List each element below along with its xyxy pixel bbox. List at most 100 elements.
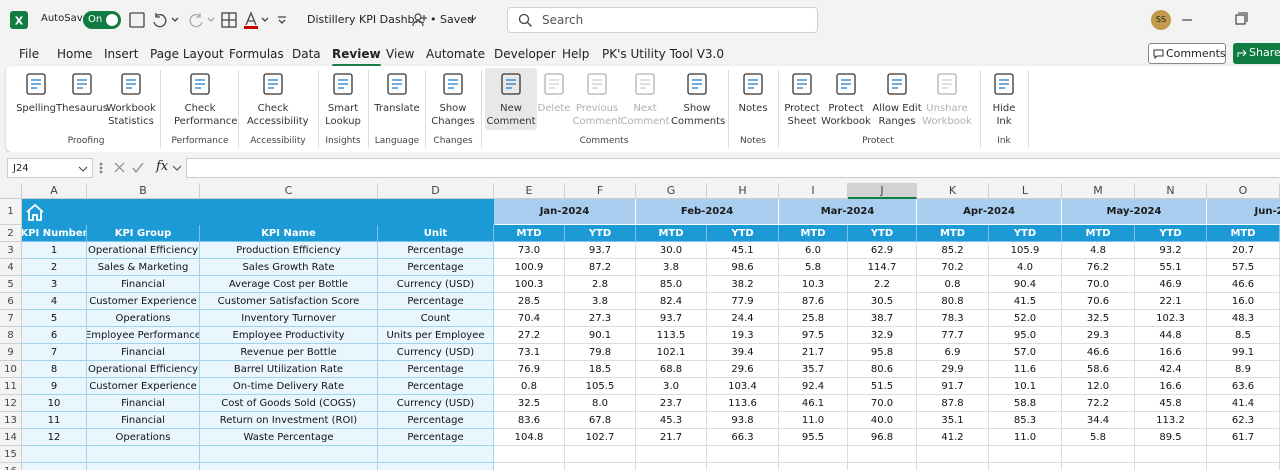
cell[interactable]: 32.9 [848, 327, 917, 344]
cell[interactable]: Percentage [378, 293, 494, 310]
cell[interactable]: 77.9 [707, 293, 779, 310]
cell[interactable]: 41.4 [1207, 395, 1280, 412]
menu-tab[interactable]: File [19, 47, 40, 61]
cell[interactable]: Customer Experience [87, 378, 200, 395]
cell[interactable]: Operations [87, 429, 200, 446]
cell[interactable] [848, 463, 917, 470]
cell[interactable]: 45.8 [1135, 395, 1207, 412]
cell[interactable]: 35.1 [917, 412, 989, 429]
cell[interactable]: 2 [22, 259, 87, 276]
cell[interactable]: 11.0 [989, 429, 1062, 446]
menu-tab[interactable]: PK's Utility Tool V3.0 [602, 47, 724, 61]
cell[interactable]: 93.2 [1135, 242, 1207, 259]
cell[interactable]: 2.2 [848, 276, 917, 293]
cell[interactable]: 10 [22, 395, 87, 412]
cell[interactable]: Count [378, 310, 494, 327]
ribbon-button[interactable]: Show Comments [671, 68, 725, 130]
cell[interactable]: 0.8 [917, 276, 989, 293]
cell[interactable]: Customer Satisfaction Score [200, 293, 378, 310]
cell[interactable]: 57.0 [989, 344, 1062, 361]
cell[interactable] [779, 463, 848, 470]
cell[interactable]: 70.6 [1062, 293, 1135, 310]
cell[interactable]: 8.5 [1207, 327, 1280, 344]
cell[interactable]: 11.0 [779, 412, 848, 429]
cell[interactable]: 67.8 [565, 412, 636, 429]
cell[interactable]: 38.7 [848, 310, 917, 327]
cell[interactable] [1135, 463, 1207, 470]
cell[interactable] [565, 463, 636, 470]
cell[interactable]: Percentage [378, 361, 494, 378]
cell[interactable]: 77.7 [917, 327, 989, 344]
cell[interactable]: Financial [87, 395, 200, 412]
cell[interactable] [22, 446, 87, 463]
cell[interactable]: 32.5 [494, 395, 565, 412]
cell[interactable]: 97.5 [779, 327, 848, 344]
cell[interactable]: 29.6 [707, 361, 779, 378]
cell[interactable]: 70.0 [1062, 276, 1135, 293]
cell[interactable]: 39.4 [707, 344, 779, 361]
cell[interactable]: Currency (USD) [378, 276, 494, 293]
cell[interactable]: 105.5 [565, 378, 636, 395]
cell[interactable] [707, 446, 779, 463]
cell[interactable]: 1 [22, 242, 87, 259]
cell[interactable]: 52.0 [989, 310, 1062, 327]
cell[interactable]: 30.5 [848, 293, 917, 310]
cell[interactable]: Operational Efficiency [87, 242, 200, 259]
cell[interactable]: 55.1 [1135, 259, 1207, 276]
cell[interactable]: 102.3 [1135, 310, 1207, 327]
cell[interactable] [1207, 463, 1280, 470]
cell[interactable]: 4.0 [989, 259, 1062, 276]
cell[interactable]: 38.2 [707, 276, 779, 293]
ribbon-button[interactable]: Notes [727, 68, 779, 130]
cell[interactable]: 61.7 [1207, 429, 1280, 446]
cell[interactable]: 103.4 [707, 378, 779, 395]
cell[interactable]: 0.8 [494, 378, 565, 395]
cell[interactable]: Inventory Turnover [200, 310, 378, 327]
cell[interactable]: 24.4 [707, 310, 779, 327]
cell[interactable]: 3.0 [636, 378, 707, 395]
cell[interactable]: Financial [87, 344, 200, 361]
cell[interactable]: 5.8 [779, 259, 848, 276]
cell[interactable]: Currency (USD) [378, 395, 494, 412]
ribbon-button[interactable]: Check Accessibility [247, 68, 309, 130]
cell[interactable]: Percentage [378, 378, 494, 395]
cell[interactable]: Return on Investment (ROI) [200, 412, 378, 429]
cell[interactable]: 93.7 [565, 242, 636, 259]
cell[interactable]: 80.6 [848, 361, 917, 378]
cell[interactable]: 25.8 [779, 310, 848, 327]
cell[interactable]: 62.3 [1207, 412, 1280, 429]
cell[interactable]: 85.2 [917, 242, 989, 259]
cell[interactable] [636, 446, 707, 463]
cell[interactable]: 48.3 [1207, 310, 1280, 327]
menu-tab[interactable]: Formulas [229, 47, 284, 61]
cell[interactable]: 85.3 [989, 412, 1062, 429]
cell[interactable]: 21.7 [779, 344, 848, 361]
cell[interactable]: 19.3 [707, 327, 779, 344]
cell[interactable]: 28.5 [494, 293, 565, 310]
cell[interactable]: 22.1 [1135, 293, 1207, 310]
ribbon-button[interactable]: Workbook Statistics [105, 68, 157, 130]
cell[interactable] [87, 463, 200, 470]
cell[interactable]: 41.2 [917, 429, 989, 446]
cell[interactable]: 93.8 [707, 412, 779, 429]
cell[interactable] [1062, 446, 1135, 463]
cell[interactable]: 34.4 [1062, 412, 1135, 429]
ribbon-button[interactable]: Thesaurus [56, 68, 108, 130]
menu-tab[interactable]: Review [332, 47, 381, 67]
cell[interactable]: 32.5 [1062, 310, 1135, 327]
ribbon-button[interactable]: Spelling [10, 68, 62, 130]
cell[interactable] [1062, 463, 1135, 470]
cell[interactable]: 8.9 [1207, 361, 1280, 378]
cell[interactable]: 9 [22, 378, 87, 395]
cell[interactable] [565, 446, 636, 463]
cell[interactable] [848, 446, 917, 463]
cell[interactable]: 10.1 [989, 378, 1062, 395]
user-avatar[interactable]: SS [1151, 10, 1171, 30]
cell[interactable]: 45.1 [707, 242, 779, 259]
cell[interactable]: 89.5 [1135, 429, 1207, 446]
cell[interactable]: Customer Experience [87, 293, 200, 310]
cell[interactable]: Average Cost per Bottle [200, 276, 378, 293]
cell[interactable] [779, 446, 848, 463]
cell[interactable]: Operational Efficiency [87, 361, 200, 378]
cell[interactable]: 58.6 [1062, 361, 1135, 378]
